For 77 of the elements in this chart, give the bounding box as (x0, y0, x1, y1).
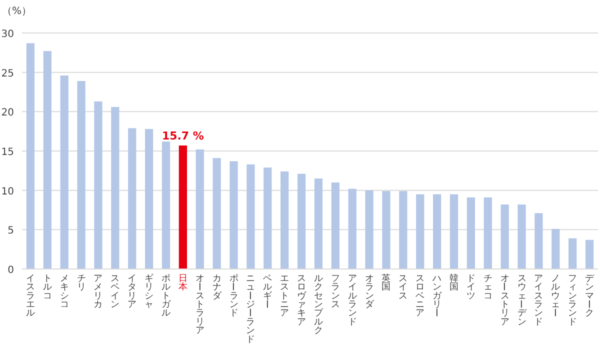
y-tick-label: 20 (1, 108, 14, 119)
x-tick-label: フィンランド (568, 274, 578, 328)
x-tick-label: スウェーデン (515, 274, 528, 328)
bar (144, 128, 154, 269)
x-tick-label: スイス (398, 274, 408, 302)
x-tick-label: ベルギー (261, 274, 272, 309)
y-tick-label: 30 (1, 29, 14, 40)
bar (314, 178, 323, 269)
x-tick-label: ドイツ (466, 274, 476, 302)
x-tick-label: 日本 (178, 274, 188, 293)
bar (568, 238, 577, 269)
x-tick-label: オーストリア (498, 274, 510, 328)
x-tick-label: 韓国 (450, 272, 458, 293)
bar (280, 171, 289, 269)
y-axis-title: （%） (2, 6, 32, 17)
bar (43, 51, 52, 269)
x-tick-label: アイルランド (348, 274, 357, 328)
x-tick-label: スペイン (110, 274, 120, 310)
bar (178, 145, 188, 269)
bar (111, 106, 120, 269)
x-tick-label: チェコ (483, 274, 492, 302)
x-tick-label: ノルウェー (549, 274, 560, 318)
x-tick-label: メキシコ (60, 274, 69, 310)
bar (246, 164, 255, 269)
y-tick-label: 0 (8, 265, 14, 276)
bar (348, 188, 356, 269)
y-tick-label: 10 (1, 186, 14, 198)
x-tick-label: イタリア (128, 274, 137, 310)
bar (264, 168, 272, 269)
bar (585, 240, 594, 269)
bar (484, 197, 492, 269)
bar (365, 190, 374, 269)
bar (212, 158, 221, 269)
bar (399, 191, 408, 269)
bar (534, 213, 543, 269)
bar (518, 204, 526, 269)
bar (94, 101, 102, 269)
x-tick-label: ルクセンブルク (314, 274, 324, 336)
bar (162, 142, 170, 269)
x-tick-label: ハンガリー (430, 274, 443, 318)
x-tick-label: フランス (330, 274, 340, 310)
bar (26, 43, 35, 269)
bar (552, 228, 560, 269)
bar (500, 204, 509, 269)
x-tick-label: トルコ (42, 274, 52, 302)
x-tick-label: スロヴァキア (297, 274, 308, 328)
y-tick-label: 15 (1, 147, 14, 158)
x-tick-label: エストニア (280, 274, 290, 319)
x-tick-label: ポーランド (227, 274, 238, 319)
bar (230, 161, 238, 269)
x-tick-label: ギリシャ (144, 272, 154, 310)
bar (382, 191, 390, 269)
bar (466, 197, 476, 269)
bar (331, 182, 340, 269)
bar (450, 194, 458, 269)
bar (60, 75, 68, 269)
data-label: 15.7 % (162, 129, 204, 142)
x-tick-label: イスラエル (26, 274, 35, 319)
bar (128, 128, 136, 269)
bar (196, 149, 204, 269)
x-tick-label: チリ (76, 274, 86, 293)
x-tick-label: アメリカ (94, 274, 103, 310)
bar (77, 80, 86, 269)
x-tick-label: 英国 (382, 272, 391, 293)
x-tick-label: アイスランド (534, 274, 544, 328)
bar (432, 194, 442, 269)
y-tick-label: 5 (8, 226, 14, 237)
x-tick-label: オーストラリア (193, 274, 204, 336)
x-tick-label: オランダ (364, 274, 375, 310)
x-tick-label: スロベニア (416, 274, 425, 319)
bar (297, 174, 306, 269)
y-tick-label: 25 (1, 68, 14, 80)
x-tick-label: ニュージーランド (244, 274, 256, 345)
x-tick-label: デンマーク (582, 274, 596, 319)
x-tick-label: ポルトガル (162, 274, 172, 319)
x-tick-label: カナダ (212, 274, 222, 302)
bar (416, 194, 424, 269)
